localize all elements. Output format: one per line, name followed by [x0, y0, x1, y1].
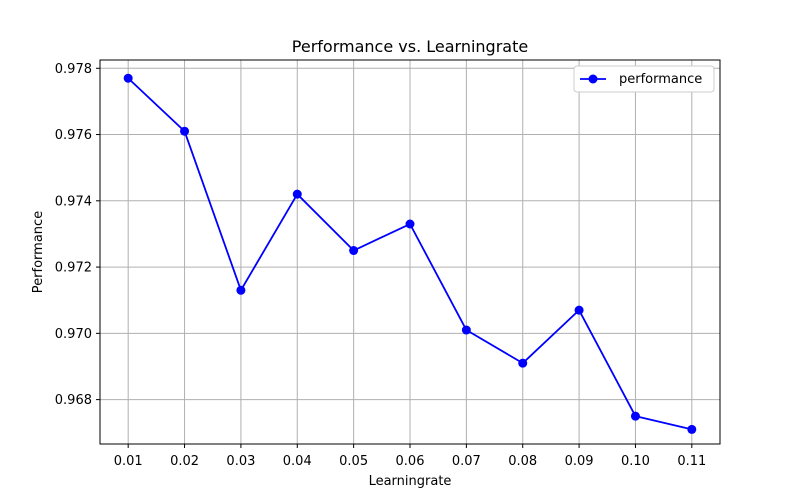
x-axis-label: Learningrate — [369, 474, 452, 489]
x-axis-ticks: 0.01 0.02 0.03 0.04 0.05 0.06 0.07 0.08 0.09 0.10… — [114, 444, 706, 469]
x-tick-label: 0.07 — [452, 454, 481, 469]
data-point — [123, 73, 133, 83]
x-tick-label: 0.08 — [508, 454, 537, 469]
data-point — [574, 305, 584, 315]
data-point — [292, 189, 302, 199]
y-tick-label: 0.974 — [55, 194, 92, 209]
grid-lines — [100, 60, 720, 444]
x-tick-label: 0.05 — [339, 454, 368, 469]
x-tick-label: 0.10 — [621, 454, 650, 469]
legend-label-performance: performance — [619, 72, 702, 87]
x-tick-label: 0.01 — [114, 454, 143, 469]
y-tick-label: 0.972 — [55, 261, 92, 276]
series-layer — [123, 73, 697, 434]
data-point — [461, 325, 471, 335]
x-tick-label: 0.02 — [170, 454, 199, 469]
y-axis-ticks: 0.968 0.970 0.972 0.974 0.976 0.978 — [55, 62, 100, 408]
data-point — [236, 285, 246, 295]
x-tick-label: 0.09 — [565, 454, 594, 469]
y-tick-label: 0.978 — [55, 62, 92, 77]
y-tick-label: 0.976 — [55, 128, 92, 143]
x-tick-label: 0.04 — [283, 454, 312, 469]
y-tick-label: 0.968 — [55, 393, 92, 408]
x-tick-label: 0.03 — [226, 454, 255, 469]
data-point — [180, 126, 190, 136]
y-tick-label: 0.970 — [55, 327, 92, 342]
legend-marker-swatch — [588, 74, 598, 84]
x-tick-label: 0.11 — [677, 454, 706, 469]
data-point — [630, 411, 640, 421]
data-point — [405, 219, 415, 229]
data-point — [349, 246, 359, 256]
data-point — [518, 358, 528, 368]
legend: performance — [573, 65, 715, 93]
data-point — [687, 424, 697, 434]
y-axis-label: Performance — [31, 211, 46, 293]
legend-box — [573, 65, 715, 93]
chart-title: Performance vs. Learningrate — [292, 37, 528, 56]
x-tick-label: 0.06 — [396, 454, 425, 469]
